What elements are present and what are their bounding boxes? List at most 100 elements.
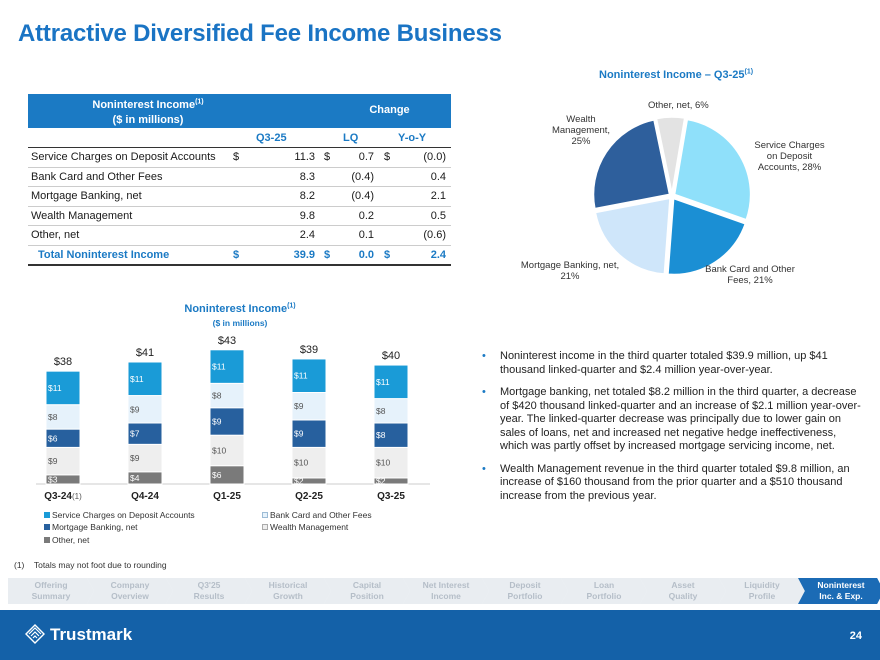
table-subheader: Q3-25 LQ Y-o-Y: [28, 128, 451, 148]
nav-tab[interactable]: Historical Growth: [245, 578, 331, 604]
nav-tab[interactable]: Net Interest Income: [403, 578, 489, 604]
footer: Trustmark 24: [0, 610, 880, 660]
nav-tab-line2: Growth: [273, 591, 303, 601]
bar-segment-wealth: [45, 446, 81, 476]
bar-value-label: $9: [294, 401, 304, 411]
bar-segment-wealth: [209, 434, 245, 467]
bullet-text: Wealth Management revenue in the third q…: [500, 462, 850, 502]
footnote-text: Totals may not foot due to rounding: [33, 560, 167, 570]
bar-value-label: $11: [130, 374, 144, 384]
cell-d2: $: [324, 151, 331, 163]
legend-label-mortgage: Mortgage Banking, net: [52, 522, 138, 532]
footnote-marker: (1): [14, 560, 25, 570]
bar-value-label: $8: [212, 391, 222, 401]
pie-title: Noninterest Income – Q3-25(1): [599, 68, 754, 81]
legend-swatch-wealth: [262, 524, 268, 530]
bar-total-label: $41: [136, 347, 154, 359]
table-header-sup: (1): [195, 98, 204, 106]
pie-label-service: Service Charges on Deposit Accounts, 28%: [754, 140, 825, 173]
table-total-row: Total Noninterest Income $39.9 $0.0 $2.4: [28, 246, 451, 266]
nav-tab[interactable]: Liquidity Profile: [719, 578, 805, 604]
bullet-dot-icon: •: [482, 386, 486, 398]
nav-tab[interactable]: Asset Quality: [640, 578, 726, 604]
bar-segment-bank: [373, 398, 409, 424]
nav-tab[interactable]: Offering Summary: [8, 578, 94, 604]
bar-segment-service: [127, 361, 163, 397]
nav-tab-line1: Loan: [593, 580, 615, 590]
nav-tab[interactable]: Noninterest Inc. & Exp.: [798, 578, 880, 604]
bar-segment-bank: [45, 404, 81, 430]
nav-tab-line2: Summary: [31, 591, 71, 601]
nav-tab-line1: Offering: [34, 580, 68, 590]
bar-value-label: $4: [130, 473, 140, 483]
bar-segment-mortgage: [291, 419, 327, 448]
pie-title-sup: (1): [744, 68, 754, 76]
bar-value-label: $2: [376, 476, 386, 486]
bar-segment-mortgage: [209, 407, 245, 436]
nav-tab-line2: Portfolio: [586, 591, 622, 601]
bar-segment-service: [373, 364, 409, 400]
legend-other: Other, net: [44, 535, 89, 545]
bar-value-label: $11: [376, 377, 390, 387]
bar-value-label: $3: [48, 474, 58, 484]
col-q3-25: Q3-25: [256, 132, 287, 144]
bar-segment-other: [127, 471, 163, 485]
bar-segment-bank: [209, 382, 245, 409]
nav-tab[interactable]: Capital Position: [324, 578, 410, 604]
nav-tab[interactable]: Loan Portfolio: [561, 578, 647, 604]
table-row: Service Charges on Deposit Accounts $11.3…: [28, 148, 451, 168]
cell-lq: 0.7: [358, 151, 374, 163]
nav-tab-line2: Portfolio: [507, 591, 543, 601]
legend-label-wealth: Wealth Management: [270, 522, 349, 532]
cell-lq: (0.4): [351, 170, 374, 183]
bullet-text: Noninterest income in the third quarter …: [500, 350, 828, 376]
cell-label: Other, net: [31, 229, 80, 241]
cell-yoy: 2.4: [430, 248, 446, 261]
bar-value-label: $7: [130, 429, 140, 439]
change-header: Change: [369, 104, 410, 116]
table-header-line2: ($ in millions): [112, 114, 184, 126]
table-header-title: Noninterest Income(1) ($ in millions): [28, 98, 268, 128]
nav-tab-line1: Liquidity: [744, 580, 780, 590]
pie-title-text: Noninterest Income – Q3-25: [599, 69, 745, 81]
nav-tab-line1: Asset: [671, 580, 695, 590]
x-tick-label: Q1-25: [213, 491, 241, 502]
nav-tab-line2: Inc. & Exp.: [819, 591, 863, 601]
bar-segment-wealth: [291, 446, 327, 479]
legend-swatch-service: [44, 512, 50, 518]
cell-q: 8.3: [299, 170, 315, 183]
cell-d2: $: [324, 248, 331, 261]
nav-tab-line2: Quality: [668, 591, 698, 601]
bar-value-label: $9: [130, 404, 140, 414]
nav-tab[interactable]: Q3'25 Results: [166, 578, 252, 604]
bar-value-label: $6: [48, 433, 58, 443]
pie-slice-other: [655, 116, 686, 194]
nav-tab-line2: Position: [350, 591, 384, 601]
bullet-item: • Mortgage banking, net totaled $8.2 mill…: [482, 386, 862, 454]
nav-tab[interactable]: Deposit Portfolio: [482, 578, 568, 604]
cell-label: Wealth Management: [31, 209, 133, 222]
cell-d1: $: [233, 248, 240, 261]
table-row: Other, net 2.4 0.1 (0.6): [28, 226, 451, 246]
bar-value-label: $10: [294, 458, 308, 468]
bullet-list: • Noninterest income in the third quarter…: [482, 350, 862, 512]
legend-label-service: Service Charges on Deposit Accounts: [52, 510, 195, 520]
nav-tab-line1: Capital: [352, 580, 382, 590]
bar-segment-mortgage: [373, 422, 409, 448]
cell-lq: 0.2: [358, 209, 374, 222]
col-yoy: Y-o-Y: [398, 132, 427, 144]
x-tick-label: Q3-24(1): [44, 491, 82, 502]
legend-mortgage: Mortgage Banking, net: [44, 522, 138, 532]
nav-tab[interactable]: Company Overview: [87, 578, 173, 604]
cell-yoy: (0.0): [423, 151, 446, 163]
bar-value-label: $9: [130, 453, 140, 463]
legend-swatch-other: [44, 537, 50, 543]
cell-lq: 0.0: [358, 248, 374, 261]
trustmark-logo-icon: [25, 624, 45, 644]
bar-value-label: $8: [376, 430, 386, 440]
cell-d3: $: [384, 248, 391, 261]
bar-title-text: Noninterest Income: [184, 303, 288, 315]
x-tick-sup: (1): [72, 492, 82, 501]
nav-tab-line1: Net Interest: [422, 580, 470, 590]
cell-yoy: (0.6): [423, 229, 446, 241]
